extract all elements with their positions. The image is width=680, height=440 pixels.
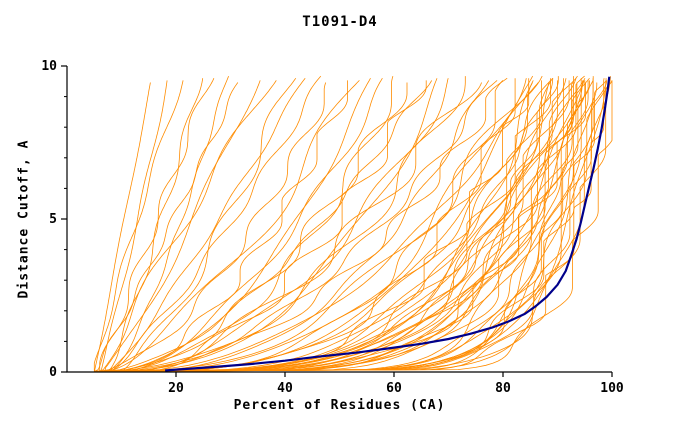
model-curve xyxy=(99,76,559,372)
model-curve xyxy=(105,80,498,372)
model-curve xyxy=(105,77,590,372)
model-curve xyxy=(121,80,490,372)
model-curve xyxy=(105,82,598,372)
model-curve xyxy=(99,80,277,372)
model-curve xyxy=(99,80,586,372)
chart-title: T1091-D4 xyxy=(302,14,378,30)
model-curve xyxy=(94,80,558,372)
model-curve xyxy=(115,80,585,372)
model-curve xyxy=(94,76,611,372)
y-tick-label: 0 xyxy=(49,365,57,380)
x-tick-label: 20 xyxy=(168,381,184,396)
model-curve xyxy=(93,82,151,372)
model-curve xyxy=(110,82,482,372)
model-curve xyxy=(94,77,553,372)
model-curve xyxy=(99,80,608,372)
model-curve xyxy=(99,78,564,372)
model-curve xyxy=(93,80,184,372)
model-curve xyxy=(115,77,297,372)
model-curve xyxy=(94,80,613,372)
model-curve xyxy=(94,77,586,372)
model-curve xyxy=(121,80,427,372)
model-curve xyxy=(105,80,433,372)
model-curve xyxy=(105,78,204,372)
y-tick-label: 5 xyxy=(49,212,57,227)
model-curve xyxy=(94,75,534,372)
model-curve xyxy=(115,80,570,372)
model-curve xyxy=(105,75,322,372)
model-curve xyxy=(115,80,542,372)
y-tick-label: 10 xyxy=(41,59,57,74)
x-tick-label: 100 xyxy=(600,381,624,396)
model-curve xyxy=(105,82,610,372)
model-curve xyxy=(105,78,371,372)
model-curve xyxy=(94,80,360,372)
y-axis-label: Distance Cutoff, A xyxy=(16,139,32,299)
model-curve xyxy=(110,77,306,372)
model-curve xyxy=(99,78,607,372)
model-curve xyxy=(99,78,215,372)
model-curve xyxy=(110,82,539,372)
model-curve xyxy=(115,78,449,372)
model-curve xyxy=(105,82,578,372)
model-curve xyxy=(110,78,605,372)
model-curve xyxy=(94,75,578,372)
model-curve xyxy=(99,82,327,372)
model-curve xyxy=(110,75,229,372)
model-curve xyxy=(104,80,261,372)
model-curve xyxy=(110,82,586,372)
model-curve xyxy=(94,80,607,372)
model-curve xyxy=(105,78,530,372)
model-curve xyxy=(99,76,466,372)
model-curve xyxy=(99,75,394,372)
x-tick-label: 80 xyxy=(495,381,511,396)
model-curve xyxy=(94,80,504,372)
model-curve xyxy=(105,78,577,372)
model-curve xyxy=(94,76,574,372)
x-tick-label: 40 xyxy=(277,381,293,396)
model-curve xyxy=(94,77,508,372)
model-curve xyxy=(94,80,589,372)
x-tick-label: 60 xyxy=(386,381,402,396)
model-curve xyxy=(94,82,239,372)
model-curve xyxy=(110,82,408,372)
model-curve xyxy=(105,78,554,372)
model-curve xyxy=(115,77,383,372)
model-curve xyxy=(110,80,348,372)
model-curve xyxy=(99,80,534,372)
model-curve xyxy=(99,78,567,372)
model-curve xyxy=(110,82,550,372)
x-axis-label: Percent of Residues (CA) xyxy=(233,398,446,413)
model-curve xyxy=(99,78,516,372)
highlight-curve xyxy=(165,76,611,372)
